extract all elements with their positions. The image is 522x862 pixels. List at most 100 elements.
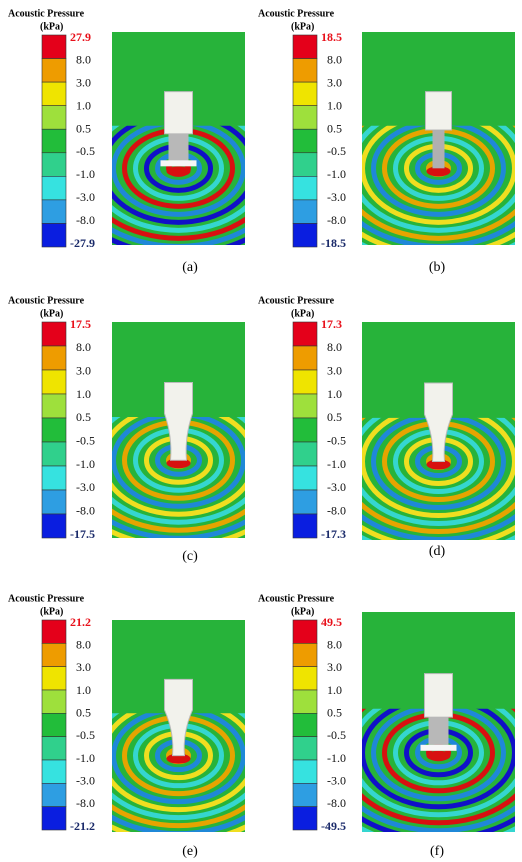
colorbar-box	[42, 807, 66, 830]
panel: Acoustic Pressure(kPa)27.98.03.01.00.5-0…	[8, 8, 343, 286]
colorbar-box	[293, 35, 317, 59]
colorbar-label: -3.0	[76, 773, 95, 787]
colorbar-label: 0.5	[76, 121, 91, 135]
legend-title: Acoustic Pressure	[258, 8, 335, 19]
colorbar-label: 1.0	[327, 387, 342, 401]
colorbar-label: -0.5	[327, 728, 346, 742]
colorbar-label: -3.0	[76, 190, 95, 204]
colorbar-label: -8.0	[76, 503, 95, 517]
colorbar-box	[42, 153, 66, 177]
colorbar-box	[293, 490, 317, 514]
colorbar-box	[42, 466, 66, 490]
colorbar-box	[42, 490, 66, 514]
horn	[425, 674, 453, 718]
legend-title: Acoustic Pressure	[8, 8, 85, 19]
horn-tip	[433, 130, 445, 168]
colorbar-box	[293, 418, 317, 442]
colorbar-box	[293, 370, 317, 394]
colorbar-label: 3.0	[76, 660, 91, 674]
legend-title: Acoustic Pressure	[8, 295, 85, 306]
colorbar-box	[42, 783, 66, 806]
legend-unit: (kPa)	[291, 308, 314, 319]
colorbar-label: 0.5	[76, 705, 91, 719]
legend-unit: (kPa)	[40, 21, 63, 32]
colorbar-label: -1.0	[327, 167, 346, 181]
colorbar-box	[42, 620, 66, 643]
colorbar-box	[293, 223, 317, 247]
colorbar-label: 3.0	[327, 363, 342, 377]
colorbar-box	[293, 59, 317, 83]
colorbar-label: -3.0	[76, 480, 95, 494]
colorbar-box	[42, 129, 66, 153]
colorbar-label: -8.0	[76, 796, 95, 810]
colorbar-box	[293, 176, 317, 200]
colorbar-box	[293, 442, 317, 466]
colorbar-label: 1.0	[76, 683, 91, 697]
horn	[426, 92, 452, 130]
colorbar-label: -3.0	[327, 190, 346, 204]
colorbar-box	[42, 713, 66, 736]
colorbar-label: -49.5	[321, 819, 346, 833]
colorbar-label: 18.5	[321, 30, 342, 44]
legend-unit: (kPa)	[40, 308, 63, 319]
colorbar-label: -1.0	[76, 167, 95, 181]
colorbar-label: -1.0	[76, 751, 95, 765]
colorbar-box	[42, 394, 66, 418]
figure: Acoustic Pressure (kPa) 27.9 8.0 3.0 1.0 0.5 -0…	[0, 0, 522, 862]
colorbar-label: -1.0	[327, 457, 346, 471]
caption: (b)	[429, 260, 446, 275]
colorbar-label: 3.0	[327, 76, 342, 90]
caption: (f)	[430, 844, 444, 859]
colorbar-label: -18.5	[321, 236, 346, 250]
colorbar-box	[293, 466, 317, 490]
caption: (e)	[182, 844, 198, 859]
horn-foot	[421, 745, 457, 751]
colorbar-label: 0.5	[327, 705, 342, 719]
colorbar-box	[293, 737, 317, 760]
colorbar-box	[293, 153, 317, 177]
caption: (d)	[429, 544, 446, 559]
legend-unit: (kPa)	[291, 606, 314, 617]
colorbar-box	[42, 690, 66, 713]
colorbar-box	[42, 59, 66, 83]
colorbar-label: 8.0	[76, 340, 91, 354]
colorbar-label: -1.0	[76, 457, 95, 471]
colorbar-label: -0.5	[76, 728, 95, 742]
colorbar-label: 1.0	[327, 98, 342, 112]
colorbar-label: 3.0	[76, 363, 91, 377]
colorbar-box	[293, 690, 317, 713]
colorbar-box	[42, 514, 66, 538]
horn-tip	[429, 717, 449, 745]
colorbar-box	[42, 106, 66, 130]
colorbar-label: 27.9	[70, 30, 91, 44]
colorbar-label: -0.5	[327, 433, 346, 447]
colorbar-label: 1.0	[76, 387, 91, 401]
colorbar-box	[42, 176, 66, 200]
colorbar-box	[293, 394, 317, 418]
colorbar-box	[293, 783, 317, 806]
colorbar-box	[293, 713, 317, 736]
colorbar-box	[42, 200, 66, 224]
colorbar-label: -0.5	[76, 433, 95, 447]
colorbar-label: -3.0	[327, 480, 346, 494]
colorbar-label: -0.5	[76, 144, 95, 158]
colorbar-box	[293, 760, 317, 783]
colorbar-label: 49.5	[321, 615, 342, 629]
colorbar-box	[293, 514, 317, 538]
colorbar-label: 0.5	[327, 121, 342, 135]
colorbar-box	[42, 35, 66, 59]
horn-tip	[169, 134, 189, 161]
colorbar-label: -3.0	[327, 773, 346, 787]
panel: Acoustic Pressure(kPa)17.38.03.01.00.5-0…	[258, 295, 522, 579]
panel: Acoustic Pressure(kPa)17.58.03.01.00.5-0…	[8, 295, 343, 578]
colorbar-label: 8.0	[327, 637, 342, 651]
focus	[427, 751, 451, 761]
colorbar-label: 0.5	[327, 410, 342, 424]
colorbar-box	[42, 346, 66, 370]
colorbar-label: 3.0	[327, 660, 342, 674]
colorbar-box	[293, 322, 317, 346]
colorbar-label: 8.0	[327, 340, 342, 354]
colorbar-box	[293, 643, 317, 666]
legend-unit: (kPa)	[40, 606, 63, 617]
colorbar-box	[293, 807, 317, 830]
